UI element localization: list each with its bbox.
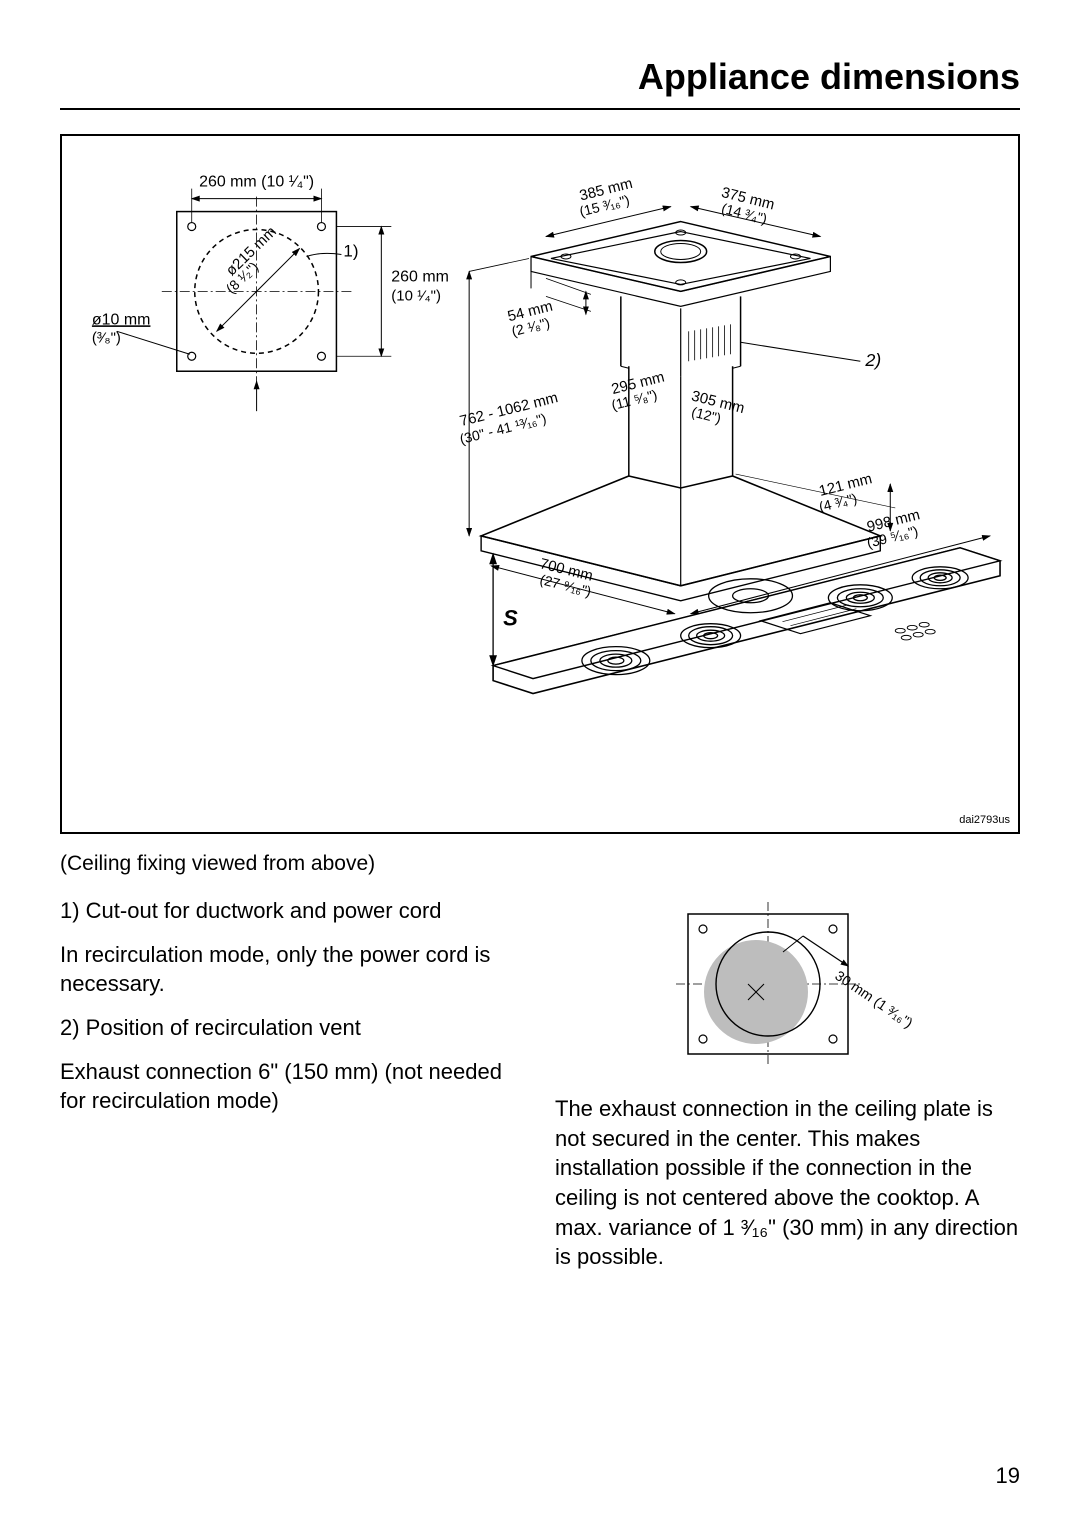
- dim-30mm: 30 mm (1 ³⁄₁₆"): [832, 967, 916, 1031]
- left-p3: 2) Position of recirculation vent: [60, 1013, 525, 1043]
- ceiling-plate-top-view: 260 mm (10 ¹⁄₄") ø10 mm (³⁄₈") ø215 mm (…: [92, 174, 449, 387]
- caption: (Ceiling fixing viewed from above): [60, 852, 1020, 876]
- isometric-view: 385 mm (15 ³⁄₁₆") 375 mm (14 ³⁄₄") 54 mm…: [458, 175, 1000, 694]
- left-p4: Exhaust connection 6" (150 mm) (not need…: [60, 1057, 525, 1116]
- left-column: 1) Cut-out for ductwork and power cord I…: [60, 896, 525, 1286]
- variance-diagram: 30 mm (1 ³⁄₁₆"): [648, 896, 928, 1076]
- page-number: 19: [996, 1463, 1020, 1489]
- ref-1: 1): [343, 241, 358, 260]
- page-title: Appliance dimensions: [60, 56, 1020, 110]
- page: Appliance dimensions: [0, 0, 1080, 1529]
- left-p2: In recirculation mode, only the power co…: [60, 940, 525, 999]
- two-column-text: 1) Cut-out for ductwork and power cord I…: [60, 896, 1020, 1286]
- main-diagram: 260 mm (10 ¹⁄₄") ø10 mm (³⁄₈") ø215 mm (…: [60, 134, 1020, 834]
- right-column: 30 mm (1 ³⁄₁₆") The exhaust connection i…: [555, 896, 1020, 1286]
- figure-reference: dai2793us: [959, 814, 1010, 826]
- right-p1: The exhaust connection in the ceiling pl…: [555, 1094, 1020, 1272]
- dim-260-top: 260 mm (10 ¹⁄₄"): [199, 174, 314, 191]
- ref-2: 2): [864, 350, 881, 370]
- dim-10mm: ø10 mm: [92, 311, 151, 328]
- dim-260-right-in: (10 ¹⁄₄"): [391, 287, 441, 304]
- dim-260-right: 260 mm: [391, 268, 449, 285]
- dim-10mm-in: (³⁄₈"): [92, 329, 121, 346]
- left-p1: 1) Cut-out for ductwork and power cord: [60, 896, 525, 926]
- label-S: S: [503, 606, 518, 631]
- main-diagram-svg: 260 mm (10 ¹⁄₄") ø10 mm (³⁄₈") ø215 mm (…: [62, 136, 1018, 832]
